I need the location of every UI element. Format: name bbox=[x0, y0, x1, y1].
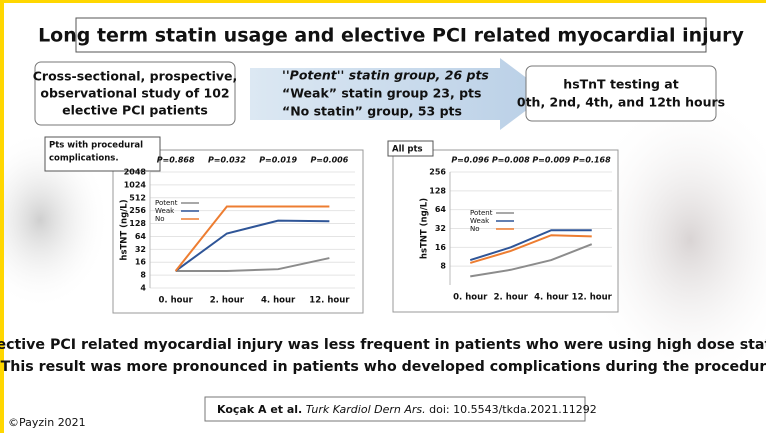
chart-label: complications. bbox=[49, 154, 119, 164]
title: Long term statin usage and elective PCI … bbox=[38, 25, 744, 47]
p-value: P=0.032 bbox=[208, 156, 246, 165]
chart-label: All pts bbox=[392, 145, 423, 155]
group-text: “Weak” statin group 23, pts bbox=[282, 86, 481, 101]
y-tick-label: 1024 bbox=[124, 180, 147, 189]
legend-label: No bbox=[470, 225, 480, 233]
graphical-abstract: Long term statin usage and elective PCI … bbox=[0, 0, 766, 433]
y-tick-label: 16 bbox=[135, 258, 147, 267]
legend-label: Weak bbox=[470, 217, 490, 225]
x-tick-label: 2. hour bbox=[210, 296, 245, 306]
p-value: P=0.868 bbox=[157, 156, 195, 165]
testing-text: 0th, 2nd, 4th, and 12th hours bbox=[517, 95, 725, 110]
y-tick-label: 4 bbox=[140, 284, 146, 293]
y-tick-label: 2048 bbox=[124, 168, 147, 177]
conclusion: This result was more pronounced in patie… bbox=[1, 359, 766, 375]
y-tick-label: 32 bbox=[135, 245, 146, 254]
x-tick-label: 0. hour bbox=[453, 293, 488, 303]
p-value: P=0.096 bbox=[451, 156, 489, 165]
study-text: observational study of 102 bbox=[40, 86, 229, 101]
group-text: ''Potent'' statin group, 26 pts bbox=[282, 68, 489, 83]
y-tick-label: 8 bbox=[440, 262, 446, 271]
citation-doi: doi: 10.5543/tkda.2021.11292 bbox=[429, 403, 597, 416]
y-tick-label: 512 bbox=[129, 193, 146, 202]
citation: Koçak A et al. Turk Kardiol Dern Ars. do… bbox=[217, 403, 597, 416]
p-value: P=0.008 bbox=[492, 156, 530, 165]
x-tick-label: 12. hour bbox=[309, 296, 350, 306]
p-value: P=0.006 bbox=[310, 156, 348, 165]
x-tick-label: 4. hour bbox=[534, 293, 569, 303]
legend-label: Potent bbox=[155, 199, 178, 207]
y-tick-label: 128 bbox=[129, 219, 146, 228]
conclusion: Elective PCI related myocardial injury w… bbox=[0, 337, 766, 353]
chart-label: Pts with procedural bbox=[49, 141, 143, 151]
copyright: ©Payzin 2021 bbox=[8, 416, 86, 429]
legend-label: Potent bbox=[470, 209, 493, 217]
p-value: P=0.009 bbox=[532, 156, 570, 165]
group-text: “No statin” group, 53 pts bbox=[282, 104, 462, 119]
y-axis-label: hsTNT (ng/L) bbox=[420, 198, 430, 259]
x-tick-label: 12. hour bbox=[572, 293, 613, 303]
p-value: P=0.019 bbox=[259, 156, 297, 165]
testing-text: hsTnT testing at bbox=[563, 77, 678, 92]
study-text: Cross-sectional, prospective, bbox=[33, 69, 238, 84]
y-axis-label: hsTNT (ng/L) bbox=[120, 199, 130, 260]
y-tick-label: 256 bbox=[429, 168, 446, 177]
y-tick-label: 16 bbox=[435, 243, 447, 252]
study-text: elective PCI patients bbox=[62, 103, 208, 118]
testing-box bbox=[526, 66, 716, 121]
x-tick-label: 0. hour bbox=[159, 296, 194, 306]
y-tick-label: 128 bbox=[429, 186, 446, 195]
y-tick-label: 64 bbox=[435, 205, 447, 214]
legend-label: Weak bbox=[155, 207, 175, 215]
citation-journal: Turk Kardiol Dern Ars. bbox=[306, 403, 426, 416]
x-tick-label: 2. hour bbox=[494, 293, 529, 303]
y-tick-label: 32 bbox=[435, 224, 446, 233]
x-tick-label: 4. hour bbox=[261, 296, 296, 306]
p-value: P=0.168 bbox=[573, 156, 611, 165]
y-tick-label: 64 bbox=[135, 232, 147, 241]
border bbox=[0, 0, 766, 3]
y-tick-label: 256 bbox=[129, 206, 146, 215]
legend-label: No bbox=[155, 215, 165, 223]
citation-authors: Koçak A et al. bbox=[217, 403, 302, 416]
y-tick-label: 8 bbox=[140, 271, 146, 280]
